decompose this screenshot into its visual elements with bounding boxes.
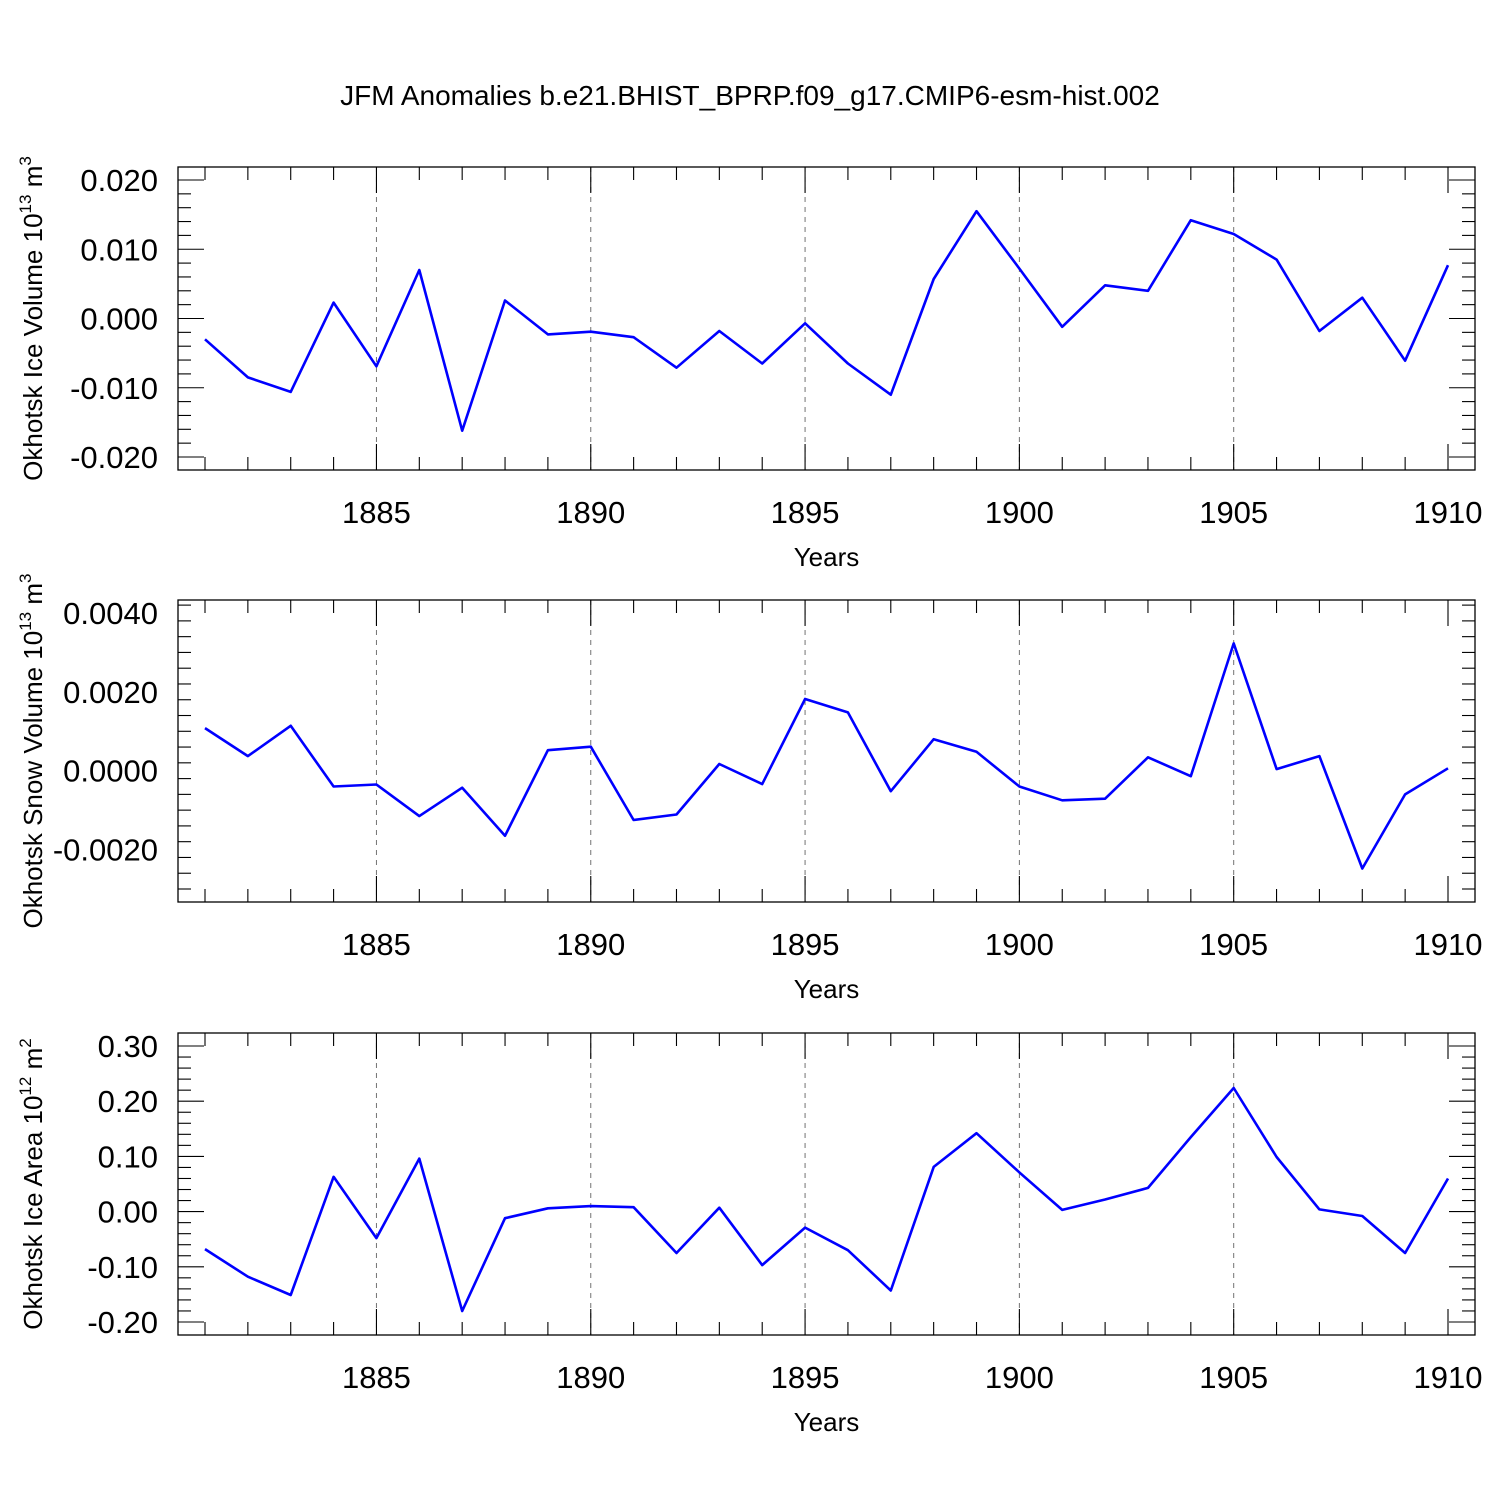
y-axis-label: Okhotsk Ice Area 1012 m2 [16,1038,48,1329]
y-tick-label: -0.10 [87,1250,158,1285]
x-tick-label: 1905 [1199,927,1268,962]
y-axis-label-text: Okhotsk Ice Area 10 [18,1096,48,1330]
x-tick-label: 1895 [771,927,840,962]
series-line [204,209,1450,433]
chart-title: JFM Anomalies b.e21.BHIST_BPRP.f09_g17.C… [340,80,1160,111]
y-tick-label: -0.020 [70,440,158,475]
y-tick-label: 0.30 [98,1029,158,1064]
y-axis-label-text: Okhotsk Ice Volume 10 [18,213,48,480]
y-tick-label: 0.020 [80,163,158,198]
plot-frame [177,166,1476,471]
y-tick-label: 0.0000 [63,754,158,789]
x-tick-label: 1900 [985,927,1054,962]
y-axis-label-unit-exponent: 3 [16,156,35,165]
y-tick-label: 0.0040 [63,596,158,631]
y-axis-label-unit-exponent: 3 [16,574,35,583]
y-axis-label-unit: m [18,583,48,612]
plot-frame [177,599,1476,903]
y-axis-label-unit: m [18,1048,48,1077]
y-tick-label: 0.20 [98,1084,158,1119]
x-tick-label: 1895 [771,495,840,530]
series-line [204,1086,1450,1313]
x-tick-label: 1905 [1199,1360,1268,1395]
y-tick-label: -0.010 [70,371,158,406]
y-tick-label: 0.000 [80,302,158,337]
x-axis-label: Years [794,1407,860,1437]
x-tick-label: 1900 [985,495,1054,530]
panel-3: -0.20 -0.10 0.00 0.10 0.20 0.30 1885 1890 1895 19… [16,1029,1482,1437]
x-tick-label: 1910 [1414,495,1483,530]
x-axis-label: Years [794,542,860,572]
y-axis-label: Okhotsk Ice Volume 1013 m3 [16,156,48,481]
x-tick-label: 1890 [556,495,625,530]
x-axis-label: Years [794,974,860,1004]
x-tick-label: 1885 [342,1360,411,1395]
y-tick-label: 0.010 [80,232,158,267]
y-axis-label-exponent: 13 [16,612,35,631]
y-axis-label-unit: m [18,166,48,195]
y-tick-label: -0.20 [87,1305,158,1340]
y-tick-label: -0.0020 [53,833,158,868]
x-tick-label: 1910 [1414,1360,1483,1395]
x-tick-label: 1900 [985,1360,1054,1395]
y-tick-label: 0.10 [98,1139,158,1174]
y-tick-label: 0.00 [98,1195,158,1230]
x-tick-label: 1905 [1199,495,1268,530]
y-axis-label-text: Okhotsk Snow Volume 10 [18,631,48,929]
x-tick-label: 1890 [556,1360,625,1395]
y-tick-label: 0.0020 [63,675,158,710]
panel-1: -0.020 -0.010 0.000 0.010 0.020 1885 1890 1895 1… [16,156,1482,572]
panel-2: -0.0020 0.0000 0.0020 0.0040 1885 1890 1895 190… [16,574,1482,1005]
x-tick-label: 1890 [556,927,625,962]
plot-frame [177,1032,1476,1336]
x-tick-label: 1895 [771,1360,840,1395]
y-axis-label-exponent: 12 [16,1077,35,1096]
x-tick-label: 1910 [1414,927,1483,962]
y-axis-label-unit-exponent: 2 [16,1038,35,1047]
x-tick-label: 1885 [342,927,411,962]
series-line [204,642,1449,870]
panels: -0.020 -0.010 0.000 0.010 0.020 1885 1890 1895 1… [16,156,1482,1437]
y-axis-label: Okhotsk Snow Volume 1013 m3 [16,574,48,929]
y-axis-label-exponent: 13 [16,195,35,214]
x-tick-label: 1885 [342,495,411,530]
